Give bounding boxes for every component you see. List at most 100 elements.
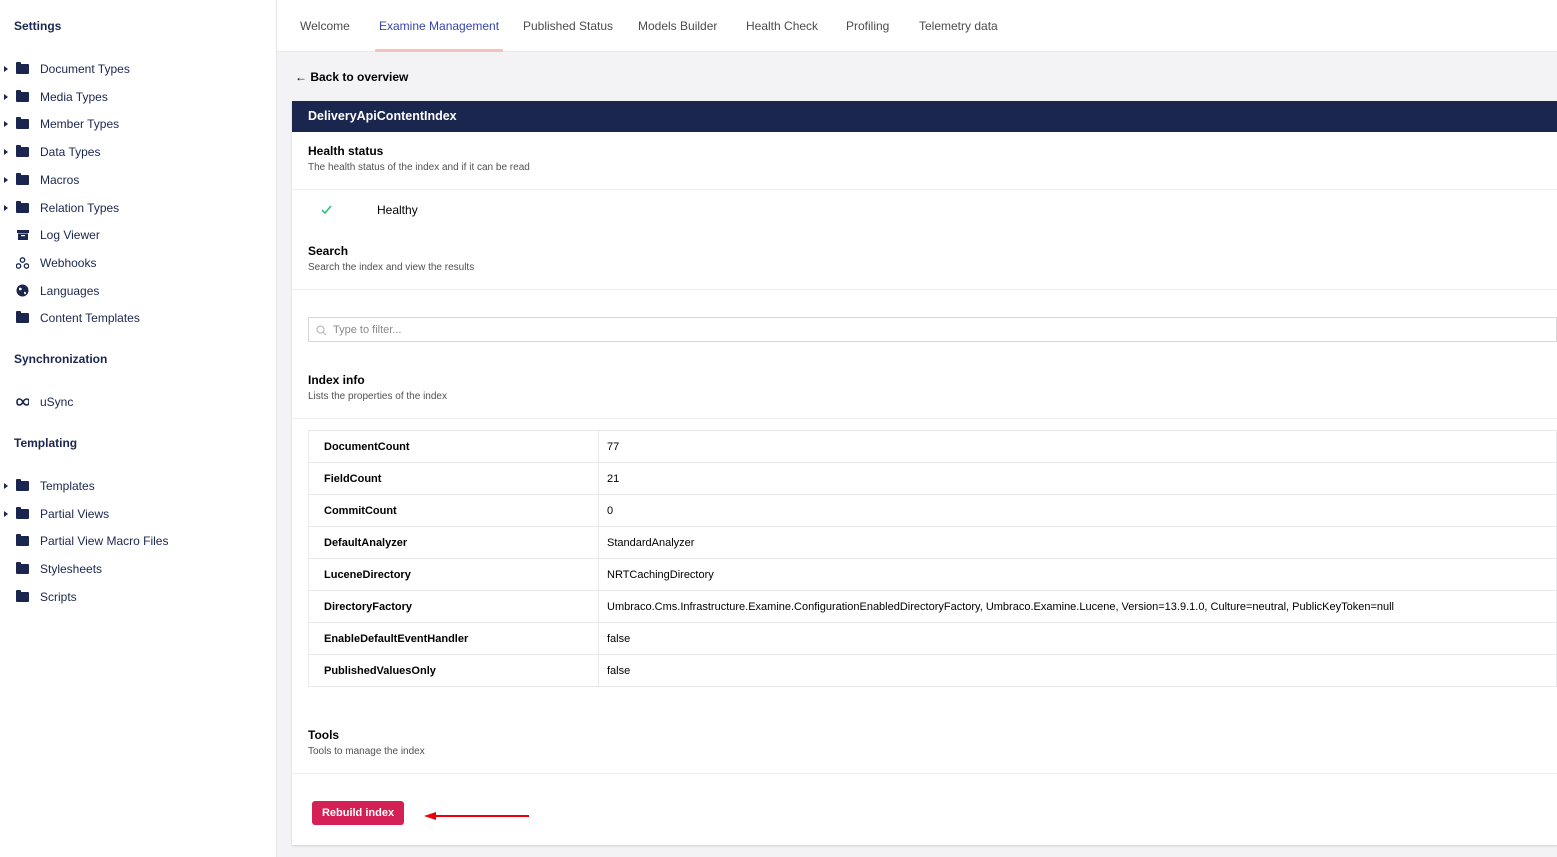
caret-right-icon[interactable] — [4, 149, 8, 156]
rebuild-index-button[interactable]: Rebuild index — [312, 801, 404, 825]
filter-input[interactable] — [309, 323, 1556, 336]
tab-bar: Welcome Examine Management Published Statu… — [277, 0, 1557, 52]
caret-right-icon[interactable] — [4, 93, 8, 100]
folder-icon — [16, 62, 29, 74]
caret-right-icon[interactable] — [4, 483, 8, 489]
search-section: Search Search the index and view the res… — [308, 244, 474, 273]
property-name: DirectoryFactory — [308, 590, 599, 623]
search-desc: Search the index and view the results — [308, 262, 475, 273]
property-value: 77 — [598, 430, 1557, 463]
globe-icon — [16, 284, 29, 297]
filter-field — [308, 317, 1557, 342]
index-title: DeliveryApiContentIndex — [292, 101, 1557, 132]
tab-profiling[interactable]: Profiling — [846, 19, 890, 33]
table-row: LuceneDirectory NRTCachingDirectory — [308, 558, 1557, 591]
folder-icon — [16, 172, 29, 185]
folder-icon — [16, 589, 29, 602]
section-heading-settings: Settings — [14, 19, 62, 33]
section-heading-synchronization: Synchronization — [14, 352, 108, 366]
tab-examine-management[interactable]: Examine Management — [374, 0, 504, 52]
sidebar-item-label: Scripts — [40, 589, 77, 604]
folder-icon — [16, 562, 29, 575]
sidebar-item-media-types[interactable]: Media Types — [0, 86, 276, 108]
sidebar-item-log-viewer[interactable]: Log Viewer — [0, 224, 276, 246]
property-value: 0 — [598, 494, 1557, 527]
property-value: false — [598, 654, 1557, 687]
sidebar-item-partial-views[interactable]: Partial Views — [0, 503, 276, 525]
section-heading-templating: Templating — [14, 436, 78, 450]
sidebar-item-member-types[interactable]: Member Types — [0, 113, 276, 135]
divider — [292, 418, 1557, 419]
sidebar-item-label: Webhooks — [40, 255, 97, 270]
tab-published-status[interactable]: Published Status — [523, 19, 614, 33]
sidebar-item-templates[interactable]: Templates — [0, 475, 276, 497]
caret-right-icon[interactable] — [4, 204, 8, 211]
sidebar-item-label: Languages — [40, 283, 100, 298]
sidebar-item-usync[interactable]: uSync — [0, 391, 276, 413]
sidebar-item-partial-view-macro-files[interactable]: Partial View Macro Files — [0, 530, 276, 552]
search-title: Search — [308, 244, 349, 258]
tools-section: Tools Tools to manage the index — [308, 728, 425, 757]
sidebar-item-label: Data Types — [40, 145, 101, 160]
property-name: DefaultAnalyzer — [308, 526, 599, 559]
infinity-icon — [16, 397, 29, 407]
table-row: DocumentCount 77 — [308, 430, 1557, 463]
sidebar-item-label: Stylesheets — [40, 562, 103, 577]
archive-icon — [16, 230, 29, 241]
folder-icon — [16, 117, 29, 130]
folder-icon — [16, 311, 29, 324]
health-desc: The health status of the index and if it… — [308, 162, 530, 173]
sidebar-item-languages[interactable]: Languages — [0, 280, 276, 302]
sidebar-item-scripts[interactable]: Scripts — [0, 586, 276, 608]
tab-telemetry-data[interactable]: Telemetry data — [919, 19, 998, 33]
tab-models-builder[interactable]: Models Builder — [638, 19, 718, 33]
sidebar-item-document-types[interactable]: Document Types — [0, 58, 276, 80]
table-row: DefaultAnalyzer StandardAnalyzer — [308, 526, 1557, 559]
divider — [292, 289, 1557, 290]
tools-desc: Tools to manage the index — [308, 746, 425, 757]
sidebar-item-label: Log Viewer — [40, 228, 100, 243]
tab-health-check[interactable]: Health Check — [746, 19, 819, 33]
sidebar-item-relation-types[interactable]: Relation Types — [0, 197, 276, 219]
property-value: false — [598, 622, 1557, 655]
search-icon — [316, 325, 327, 336]
health-status: Healthy — [377, 203, 418, 217]
sidebar-item-data-types[interactable]: Data Types — [0, 141, 276, 163]
back-to-overview-link[interactable]: ← Back to overview — [295, 70, 409, 84]
caret-right-icon[interactable] — [4, 66, 8, 72]
table-row: PublishedValuesOnly false — [308, 654, 1557, 687]
sidebar-item-label: Partial Views — [40, 506, 110, 521]
folder-icon — [16, 479, 29, 491]
index-info-title: Index info — [308, 373, 365, 387]
sidebar-item-label: Media Types — [40, 89, 108, 104]
sidebar-item-webhooks[interactable]: Webhooks — [0, 252, 276, 274]
sidebar-item-label: Document Types — [40, 62, 130, 76]
tools-title: Tools — [308, 728, 340, 742]
folder-icon — [16, 89, 29, 102]
property-value: Umbraco.Cms.Infrastructure.Examine.Confi… — [598, 590, 1557, 623]
property-value: StandardAnalyzer — [598, 526, 1557, 559]
caret-right-icon[interactable] — [4, 510, 8, 517]
index-info-table: DocumentCount 77 FieldCount 21 CommitCount 0 D… — [308, 430, 1557, 687]
caret-right-icon[interactable] — [4, 121, 8, 128]
table-row: DirectoryFactory Umbraco.Cms.Infrastructu… — [308, 590, 1557, 623]
index-panel: DeliveryApiContentIndex Health status Th… — [292, 101, 1557, 845]
folder-icon — [16, 534, 29, 547]
sidebar-item-content-templates[interactable]: Content Templates — [0, 307, 276, 329]
caret-right-icon[interactable] — [4, 176, 8, 183]
sidebar-item-stylesheets[interactable]: Stylesheets — [0, 558, 276, 580]
table-row: EnableDefaultEventHandler false — [308, 622, 1557, 655]
divider — [292, 189, 1557, 190]
sidebar-item-macros[interactable]: Macros — [0, 169, 276, 191]
property-name: PublishedValuesOnly — [308, 654, 599, 687]
tab-welcome[interactable]: Welcome — [300, 19, 350, 33]
sidebar-item-label: Templates — [40, 479, 95, 493]
webhook-icon — [16, 257, 29, 269]
property-name: DocumentCount — [308, 430, 599, 463]
annotation-arrow — [424, 812, 529, 820]
folder-icon — [16, 506, 29, 519]
sidebar-item-label: uSync — [40, 395, 74, 409]
sidebar: Settings Document Types Media Types Member … — [0, 0, 277, 857]
index-info-section: Index info Lists the properties of the i… — [308, 373, 447, 402]
health-section: Health status The health status of the i… — [308, 144, 530, 173]
